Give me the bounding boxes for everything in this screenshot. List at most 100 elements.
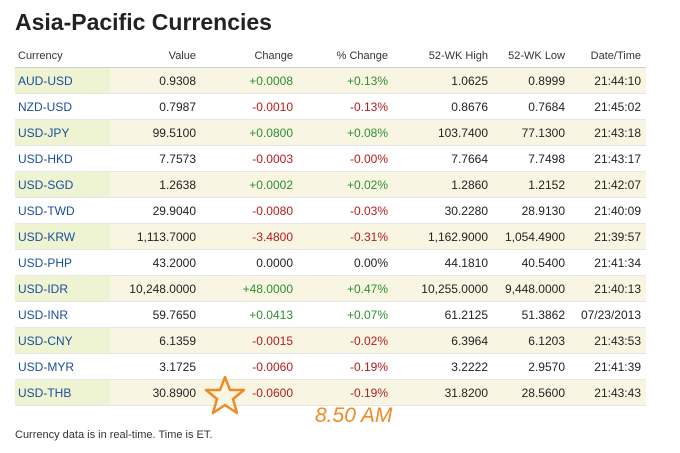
currency-symbol-link[interactable]: USD-TWD	[18, 203, 75, 218]
datetime-cell: 21:43:43	[570, 379, 646, 406]
currency-cell: USD-PHP	[15, 249, 110, 276]
high-cell: 6.3964	[393, 327, 493, 354]
table-row: NZD-USD 0.7987 -0.0010 -0.13% 0.8676 0.7684 21…	[15, 93, 646, 120]
value-cell: 29.9040	[110, 197, 201, 224]
pct-change-cell: +0.02%	[298, 171, 393, 198]
low-cell: 0.7684	[493, 93, 570, 120]
value-cell: 1.2638	[110, 171, 201, 198]
table-row: USD-CNY 6.1359 -0.0015 -0.02% 6.3964 6.1203 21…	[15, 327, 646, 354]
low-cell: 1,054.4900	[493, 223, 570, 250]
change-cell: +0.0800	[201, 119, 298, 146]
value-cell: 7.7573	[110, 145, 201, 172]
datetime-cell: 21:40:09	[570, 197, 646, 224]
change-cell: -0.0080	[201, 197, 298, 224]
currency-symbol-link[interactable]: USD-THB	[18, 385, 72, 400]
currency-symbol-link[interactable]: USD-HKD	[18, 151, 73, 166]
currency-cell: USD-SGD	[15, 171, 110, 198]
high-cell: 7.7664	[393, 145, 493, 172]
column-header-52wk-low[interactable]: 52-WK Low	[493, 44, 570, 68]
low-cell: 1.2152	[493, 171, 570, 198]
table-row: USD-THB 30.8900 -0.0600 -0.19% 31.8200 28.560…	[15, 379, 646, 406]
low-cell: 2.9570	[493, 353, 570, 380]
high-cell: 44.1810	[393, 249, 493, 276]
column-header-currency[interactable]: Currency	[15, 44, 110, 68]
currency-symbol-link[interactable]: USD-CNY	[18, 333, 73, 348]
pct-change-cell: +0.47%	[298, 275, 393, 302]
pct-change-cell: +0.08%	[298, 119, 393, 146]
column-header-52wk-high[interactable]: 52-WK High	[393, 44, 493, 68]
currency-cell: USD-KRW	[15, 223, 110, 250]
datetime-cell: 21:40:13	[570, 275, 646, 302]
currency-symbol-link[interactable]: USD-INR	[18, 307, 68, 322]
low-cell: 9,448.0000	[493, 275, 570, 302]
pct-change-cell: -0.13%	[298, 93, 393, 120]
currency-cell: NZD-USD	[15, 93, 110, 120]
pct-change-cell: +0.13%	[298, 67, 393, 94]
pct-change-cell: -0.19%	[298, 353, 393, 380]
currency-cell: USD-IDR	[15, 275, 110, 302]
datetime-cell: 21:43:18	[570, 119, 646, 146]
low-cell: 6.1203	[493, 327, 570, 354]
table-row: USD-IDR 10,248.0000 +48.0000 +0.47% 10,255.0…	[15, 275, 646, 302]
change-cell: -0.0600	[201, 379, 298, 406]
table-row: USD-SGD 1.2638 +0.0002 +0.02% 1.2860 1.2152 21…	[15, 171, 646, 198]
currency-cell: USD-MYR	[15, 353, 110, 380]
datetime-cell: 21:41:34	[570, 249, 646, 276]
change-cell: +0.0008	[201, 67, 298, 94]
currency-symbol-link[interactable]: USD-JPY	[18, 125, 70, 140]
change-cell: -0.0015	[201, 327, 298, 354]
change-cell: 0.0000	[201, 249, 298, 276]
column-header-change[interactable]: Change	[201, 44, 298, 68]
pct-change-cell: -0.03%	[298, 197, 393, 224]
currency-cell: USD-CNY	[15, 327, 110, 354]
value-cell: 59.7650	[110, 301, 201, 328]
datetime-cell: 21:43:53	[570, 327, 646, 354]
currency-symbol-link[interactable]: USD-MYR	[18, 359, 74, 374]
table-header: Currency Value Change % Change 52-WK Hig…	[15, 44, 646, 68]
currency-symbol-link[interactable]: AUD-USD	[18, 73, 73, 88]
pct-change-cell: -0.02%	[298, 327, 393, 354]
page-title: Asia-Pacific Currencies	[15, 9, 272, 35]
pct-change-cell: 0.00%	[298, 249, 393, 276]
currency-cell: USD-TWD	[15, 197, 110, 224]
datetime-cell: 07/23/2013	[570, 301, 646, 328]
high-cell: 31.8200	[393, 379, 493, 406]
column-header-pct-change[interactable]: % Change	[298, 44, 393, 68]
table-row: USD-MYR 3.1725 -0.0060 -0.19% 3.2222 2.9570 21…	[15, 353, 646, 380]
high-cell: 103.7400	[393, 119, 493, 146]
high-cell: 10,255.0000	[393, 275, 493, 302]
high-cell: 1.0625	[393, 67, 493, 94]
change-cell: +0.0002	[201, 171, 298, 198]
datetime-cell: 21:39:57	[570, 223, 646, 250]
low-cell: 0.8999	[493, 67, 570, 94]
datetime-cell: 21:45:02	[570, 93, 646, 120]
currency-cell: USD-HKD	[15, 145, 110, 172]
change-cell: -3.4800	[201, 223, 298, 250]
footer-note: Currency data is in real-time. Time is E…	[15, 429, 213, 441]
currency-symbol-link[interactable]: USD-PHP	[18, 255, 73, 270]
currency-symbol-link[interactable]: USD-SGD	[18, 177, 74, 192]
pct-change-cell: +0.07%	[298, 301, 393, 328]
currency-cell: AUD-USD	[15, 67, 110, 94]
currency-symbol-link[interactable]: USD-KRW	[18, 229, 76, 244]
change-cell: -0.0060	[201, 353, 298, 380]
currency-symbol-link[interactable]: NZD-USD	[18, 99, 72, 114]
column-header-datetime[interactable]: Date/Time	[570, 44, 646, 68]
value-cell: 1,113.7000	[110, 223, 201, 250]
table-row: USD-HKD 7.7573 -0.0003 -0.00% 7.7664 7.7498 21…	[15, 145, 646, 172]
low-cell: 28.5600	[493, 379, 570, 406]
currency-cell: USD-JPY	[15, 119, 110, 146]
change-cell: +0.0413	[201, 301, 298, 328]
datetime-cell: 21:43:17	[570, 145, 646, 172]
currency-symbol-link[interactable]: USD-IDR	[18, 281, 68, 296]
datetime-cell: 21:44:10	[570, 67, 646, 94]
low-cell: 7.7498	[493, 145, 570, 172]
change-cell: -0.0003	[201, 145, 298, 172]
datetime-cell: 21:42:07	[570, 171, 646, 198]
high-cell: 61.2125	[393, 301, 493, 328]
high-cell: 3.2222	[393, 353, 493, 380]
column-header-value[interactable]: Value	[110, 44, 201, 68]
low-cell: 77.1300	[493, 119, 570, 146]
high-cell: 0.8676	[393, 93, 493, 120]
pct-change-cell: -0.19%	[298, 379, 393, 406]
